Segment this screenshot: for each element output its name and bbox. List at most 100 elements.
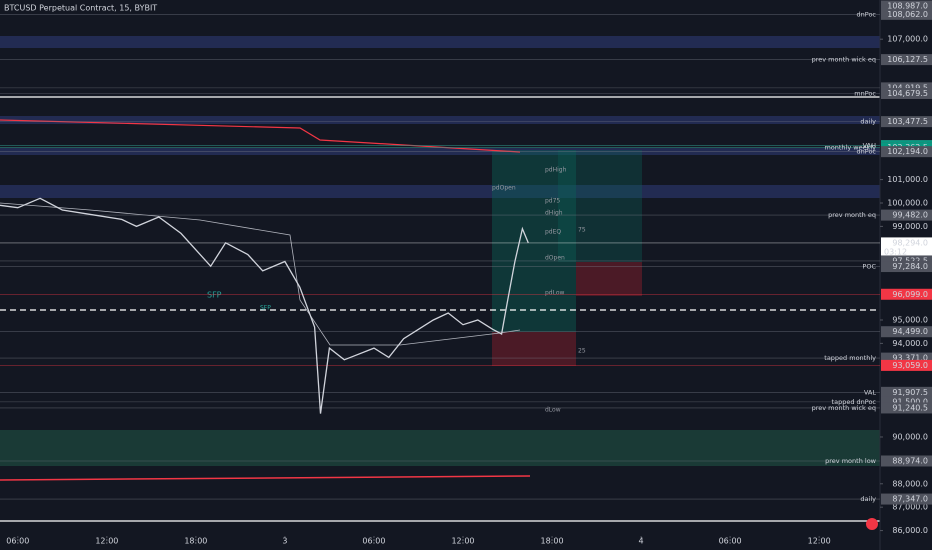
annotation: dLow (545, 407, 561, 414)
zone (0, 36, 880, 48)
y-tick-label: 88,000.0 (892, 479, 928, 488)
price-label-box (881, 0, 932, 12)
price-label: 108,062.0 (887, 10, 928, 19)
position-stop (576, 262, 642, 296)
price-label: 103,477.5 (887, 117, 928, 126)
moving-average (0, 119, 521, 153)
zone (0, 116, 880, 124)
level-note: tapped monthly (824, 354, 876, 362)
y-tick-label: 107,000.0 (887, 35, 928, 44)
y-tick-label: 87,000.0 (892, 503, 928, 512)
price-label-box (881, 402, 932, 414)
price-label: 102,194.0 (887, 147, 928, 156)
x-tick-label: 3 (282, 537, 287, 546)
price-label-box (881, 386, 932, 398)
y-tick-label: 86,000.0 (892, 526, 928, 535)
price-label: 88,974.0 (892, 456, 928, 465)
annotation: SFP (207, 291, 222, 300)
level-note: VAH (863, 142, 876, 150)
annotation: SFP (260, 305, 271, 312)
y-tick-label: 90,000.0 (892, 432, 928, 441)
price-label-box (881, 288, 932, 300)
title: BTCUSD Perpetual Contract, 15, BYBIT (4, 4, 157, 13)
price-label-box (881, 261, 932, 273)
price-label: 91,907.5 (892, 388, 928, 397)
price-label: 94,499.0 (892, 327, 928, 336)
price-label: 93,059.0 (892, 361, 928, 370)
annotation: pdEQ (545, 229, 561, 236)
price-label-box (881, 116, 932, 128)
y-tick-label: 101,000.0 (887, 175, 928, 184)
price-label: 97,284.0 (892, 262, 928, 271)
moving-average (0, 475, 531, 481)
price-label: 108,987.0 (887, 2, 928, 11)
price-label: 91,240.5 (892, 403, 928, 412)
price-label-box (881, 87, 932, 99)
annotation: pd75 (545, 198, 560, 205)
position-stop (492, 332, 576, 366)
position-target (492, 150, 576, 332)
price-label: 106,127.5 (887, 55, 928, 64)
level-note: daily (860, 118, 876, 126)
level-note: dnPoc (857, 10, 877, 18)
annotation: dOpen (545, 255, 565, 262)
level-note: mnPoc (854, 89, 876, 97)
price-label: 98,294.0 (892, 238, 928, 247)
level-note: VAL (864, 388, 876, 396)
annotation: pdLow (545, 290, 565, 297)
annotation: dHigh (545, 210, 563, 217)
price-label-box (881, 54, 932, 66)
position-target (558, 150, 642, 262)
x-tick-label: 06:00 (6, 537, 29, 546)
level-note: tapped dnPoc (832, 398, 877, 406)
annotation: pdOpen (492, 185, 516, 192)
price-label: 104,919.5 (887, 83, 928, 92)
price-label: 93,371.0 (892, 354, 928, 363)
annotation: 75 (578, 227, 586, 234)
level-note: prev month wick eq (812, 56, 876, 64)
y-tick-label: 95,000.0 (892, 315, 928, 324)
y-tick-label: 94,000.0 (892, 339, 928, 348)
price-label-box (881, 146, 932, 158)
price-label: 91,500.0 (892, 397, 928, 406)
level-note: POC (862, 263, 876, 271)
price-label-box (881, 352, 932, 364)
price-label-box (881, 493, 932, 505)
zone (0, 185, 880, 198)
price-label-box (881, 455, 932, 467)
x-tick-label: 12:00 (95, 537, 118, 546)
price-label-box (881, 8, 932, 20)
price-label-box (881, 326, 932, 338)
level-note: prev month wick eq (812, 404, 876, 412)
price-label: 87,347.0 (892, 495, 928, 504)
price-line (0, 197, 529, 414)
annotation: 25 (578, 348, 586, 355)
price-label-box (881, 359, 932, 371)
x-tick-label: 18:00 (541, 537, 564, 546)
x-tick-label: 12:00 (808, 537, 831, 546)
x-tick-label: 06:00 (719, 537, 742, 546)
price-label: 96,099.0 (892, 290, 928, 299)
price-label: 97,522.5 (892, 256, 928, 265)
level-note: monthly weekly (824, 144, 876, 152)
price-label: 104,679.5 (887, 89, 928, 98)
vwap (0, 202, 521, 346)
x-tick-label: 12:00 (451, 537, 474, 546)
price-label-box (881, 209, 932, 221)
level-note: prev month eq (828, 211, 876, 219)
price-label: 99,482.0 (892, 211, 928, 220)
price-label-box (881, 82, 932, 94)
x-tick-label: 18:00 (184, 537, 207, 546)
y-tick-label: 99,000.0 (892, 222, 928, 231)
flag-icon[interactable] (866, 518, 878, 530)
zone (0, 430, 880, 466)
price-label-box (881, 237, 932, 258)
countdown: 03:12 (884, 247, 907, 256)
annotation: pdHigh (545, 167, 567, 174)
price-label-box (881, 396, 932, 408)
y-tick-label: 100,000.0 (887, 198, 928, 207)
level-note: dnPoc (857, 148, 877, 156)
level-note: daily (860, 495, 876, 503)
